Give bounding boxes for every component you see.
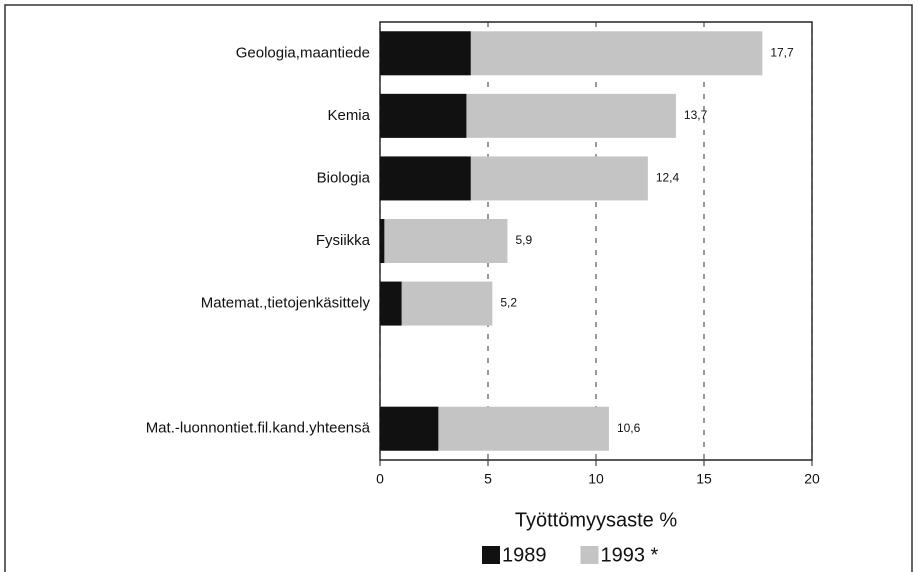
legend-label: 1993 * xyxy=(601,544,659,566)
y-tick-label: Kemia xyxy=(327,107,370,124)
y-tick-label: Mat.-luonnontiet.fil.kand.yhteensä xyxy=(146,420,371,437)
value-label: 12,4 xyxy=(656,171,680,185)
x-tick-label: 20 xyxy=(804,471,820,487)
value-label: 5,2 xyxy=(500,296,517,310)
y-tick-label: Geologia,maantiede xyxy=(236,44,370,61)
x-axis-label: Työttömyysaste % xyxy=(515,509,677,531)
value-label: 17,7 xyxy=(770,45,794,59)
y-tick-label: Matemat.,tietojenkäsittely xyxy=(201,295,371,312)
y-tick-label: Biologia xyxy=(317,169,371,186)
x-tick-label: 15 xyxy=(696,471,712,487)
x-tick-label: 10 xyxy=(588,471,604,487)
legend-swatch xyxy=(580,546,599,564)
y-tick-label: Fysiikka xyxy=(316,232,371,249)
bar xyxy=(380,31,471,76)
legend-label: 1989 xyxy=(502,544,547,566)
legend-swatch xyxy=(482,546,500,564)
bar xyxy=(380,93,467,138)
x-tick-label: 0 xyxy=(376,471,384,487)
bar xyxy=(380,156,471,201)
value-label: 10,6 xyxy=(617,421,641,435)
bar xyxy=(380,281,402,326)
bar xyxy=(380,219,508,263)
value-label: 5,9 xyxy=(515,233,532,247)
value-label: 13,7 xyxy=(684,108,708,122)
bar xyxy=(380,219,385,263)
bar xyxy=(380,406,439,451)
frame xyxy=(4,4,913,572)
x-tick-label: 5 xyxy=(484,471,492,487)
